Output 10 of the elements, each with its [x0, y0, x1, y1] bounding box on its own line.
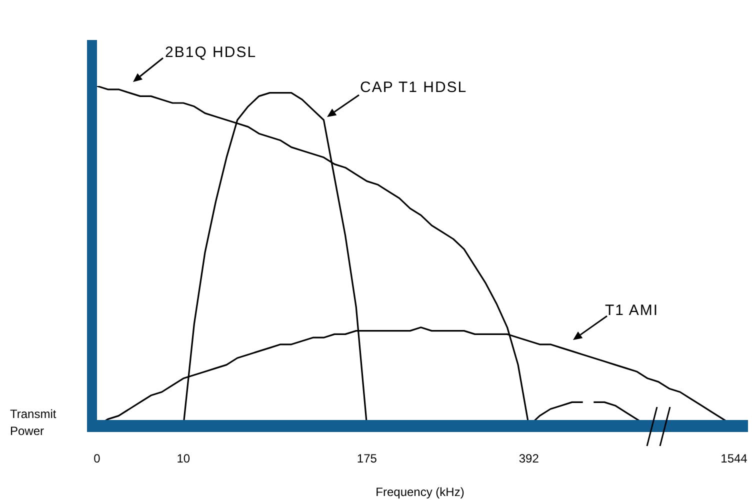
text: CAP T1 HDSL: [360, 79, 468, 96]
y-axis-title: Transmit Power: [10, 406, 58, 440]
x-axis-title: Frequency (kHz): [376, 485, 464, 499]
x-tick-label: 1544: [720, 452, 748, 466]
text: 2B1Q HDSL: [165, 44, 257, 61]
text: T1 AMI: [605, 302, 659, 319]
x-tick-label: 175: [356, 452, 378, 466]
x-tick-label: 10: [176, 452, 190, 466]
x-tick-label: 0: [94, 452, 101, 466]
x-tick-label: 392: [518, 452, 540, 466]
